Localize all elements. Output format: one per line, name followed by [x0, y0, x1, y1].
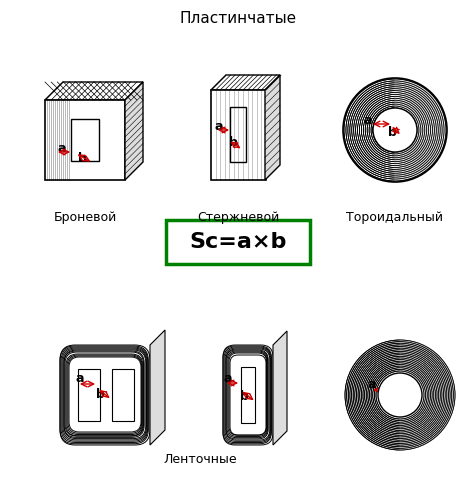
Text: Пластинчатые: Пластинчатые: [179, 10, 296, 25]
Polygon shape: [272, 331, 287, 445]
Text: a: a: [367, 378, 376, 391]
Polygon shape: [399, 340, 454, 450]
Text: b: b: [391, 393, 399, 407]
Text: Ленточные: Ленточные: [163, 453, 236, 467]
Bar: [112, 369, 134, 421]
Polygon shape: [265, 75, 279, 180]
Polygon shape: [394, 80, 444, 180]
Circle shape: [372, 108, 416, 152]
Text: b: b: [387, 126, 396, 139]
Text: b: b: [95, 388, 104, 401]
Bar: [210, 90, 266, 180]
Text: Стержневой: Стержневой: [197, 211, 278, 225]
Polygon shape: [45, 82, 143, 100]
FancyBboxPatch shape: [166, 220, 309, 264]
Text: a: a: [223, 372, 232, 384]
Bar: [71, 119, 99, 161]
Bar: [240, 367, 255, 423]
Circle shape: [377, 373, 421, 417]
Text: a: a: [363, 114, 371, 126]
Polygon shape: [210, 75, 279, 90]
Text: a: a: [76, 372, 84, 384]
Circle shape: [372, 108, 416, 152]
Bar: [78, 369, 100, 421]
Text: Sc=a×b: Sc=a×b: [189, 232, 286, 252]
Text: Броневой: Броневой: [53, 211, 116, 225]
Circle shape: [342, 78, 446, 182]
Text: b: b: [228, 136, 237, 149]
Text: a: a: [214, 121, 223, 133]
Polygon shape: [125, 82, 143, 180]
Polygon shape: [149, 330, 165, 445]
Text: Тороидальный: Тороидальный: [346, 211, 443, 225]
Text: b: b: [239, 390, 248, 404]
Text: b: b: [78, 151, 86, 165]
Text: a: a: [58, 141, 66, 154]
Bar: [229, 107, 246, 162]
Bar: [45, 100, 125, 180]
